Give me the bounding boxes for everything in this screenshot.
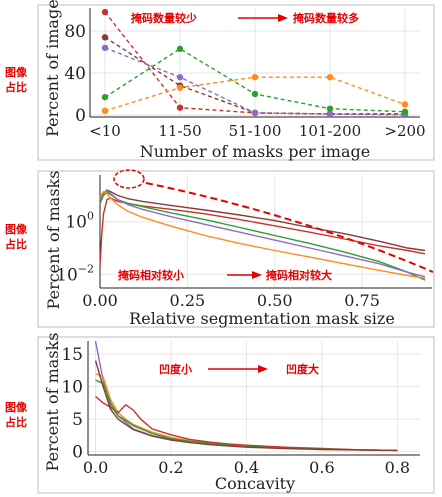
x-tick-label: 0.6 xyxy=(309,458,334,477)
panel1-annotation: 掩码数量较少 掩码数量较多 xyxy=(131,11,359,25)
y-tick-label: 0 xyxy=(75,106,86,126)
panel3-frame xyxy=(37,336,435,494)
y-tick-label: 0 xyxy=(72,443,83,463)
panel1-annotation-left: 掩码数量较少 xyxy=(131,11,197,25)
panel3-annotation-left: 凹度小 xyxy=(159,362,192,376)
y-axis-label: Percent of masks xyxy=(44,171,63,310)
data-point-green xyxy=(101,93,109,101)
series-line-brown xyxy=(99,189,426,252)
panel1-arrow-head xyxy=(278,14,288,22)
x-tick-label: 51-100 xyxy=(229,122,282,140)
x-tick-label: 0.75 xyxy=(344,291,380,310)
side-label-3: 图像 占比 xyxy=(5,400,28,429)
y-tick-label: 5 xyxy=(72,410,83,430)
data-point-green xyxy=(401,108,409,116)
x-tick-label: 0.4 xyxy=(234,458,259,477)
panel1-chart: 0 40 80 <10 11-50 51-100 101-200 >200 Number of … xyxy=(43,0,426,161)
panel3-arrow-head xyxy=(258,365,268,373)
data-point-orange xyxy=(401,101,409,108)
y-tick-label: 10 xyxy=(61,378,83,398)
x-axis-label: Relative segmentation mask size xyxy=(129,309,395,328)
x-tick-label: 11-50 xyxy=(158,122,201,140)
panel2-annotation: 掩码相对较小 掩码相对较大 xyxy=(113,169,434,282)
data-point-red xyxy=(176,104,184,111)
y-axis-label: Percent of images xyxy=(43,0,62,137)
x-tick-label: 0.8 xyxy=(385,458,410,477)
data-point-green xyxy=(326,105,334,112)
panel2-annotation-left: 掩码相对较小 xyxy=(118,268,184,282)
data-point-purple xyxy=(176,74,184,81)
data-point-orange xyxy=(101,107,109,115)
y-tick-label: 100 xyxy=(65,210,94,233)
side-label-1: 图像 占比 xyxy=(5,65,28,94)
series-line-green xyxy=(99,191,426,281)
x-tick-label: <10 xyxy=(89,122,121,140)
data-point-orange xyxy=(326,74,334,81)
x-tick-label: 0.50 xyxy=(257,291,293,310)
panel2-frame xyxy=(37,170,435,328)
side-label-3-line1: 图像 xyxy=(5,400,28,414)
data-point-purple xyxy=(101,44,109,51)
panel2-peak-circle xyxy=(113,169,145,189)
data-point-purple xyxy=(251,109,259,117)
data-point-brown xyxy=(101,34,109,41)
panel2-trend-dashed-line xyxy=(145,182,434,273)
x-tick-label: 0.2 xyxy=(158,458,183,477)
panel3-annotation: 凹度小 凹度大 xyxy=(159,362,319,376)
x-tick-label: 101-200 xyxy=(299,122,361,140)
x-tick-label: 0.25 xyxy=(170,291,206,310)
data-point-green xyxy=(251,90,259,98)
data-point-red xyxy=(101,8,109,16)
panel3-chart: 0 5 10 15 0.0 0.2 0.4 0.6 0.8 Concavity Percent of… xyxy=(43,333,420,493)
side-label-3-line2: 占比 xyxy=(5,415,27,429)
data-point-orange xyxy=(176,84,184,91)
x-tick-label: 0.00 xyxy=(82,291,118,310)
side-label-1-line2: 占比 xyxy=(5,80,27,94)
x-tick-label: >200 xyxy=(384,122,425,140)
y-axis-label: Percent of masks xyxy=(43,333,62,472)
x-axis-label: Concavity xyxy=(215,474,295,493)
panel1-frame xyxy=(37,4,435,161)
data-point-green xyxy=(176,45,184,53)
panel3-annotation-right: 凹度大 xyxy=(286,362,319,376)
series-line-purple xyxy=(99,189,426,278)
y-tick-label: 80 xyxy=(64,22,86,42)
x-axis-label: Number of masks per image xyxy=(140,142,370,161)
side-label-1-line1: 图像 xyxy=(5,65,28,79)
series-line-brown xyxy=(94,360,398,452)
panel2-arrow-head xyxy=(252,271,262,279)
side-label-2: 图像 占比 xyxy=(5,222,28,251)
data-point-purple xyxy=(326,110,334,118)
side-label-2-line1: 图像 xyxy=(5,222,28,236)
x-tick-label: 0.0 xyxy=(83,458,108,477)
data-point-orange xyxy=(251,74,259,81)
panel2-annotation-right: 掩码相对较大 xyxy=(266,268,332,282)
panel1-annotation-right: 掩码数量较多 xyxy=(293,11,359,25)
side-label-2-line2: 占比 xyxy=(5,237,27,251)
series-line-red xyxy=(99,197,426,267)
y-tick-label: 15 xyxy=(61,345,83,365)
series-line-orange xyxy=(99,190,426,279)
y-tick-label: 40 xyxy=(64,64,86,84)
